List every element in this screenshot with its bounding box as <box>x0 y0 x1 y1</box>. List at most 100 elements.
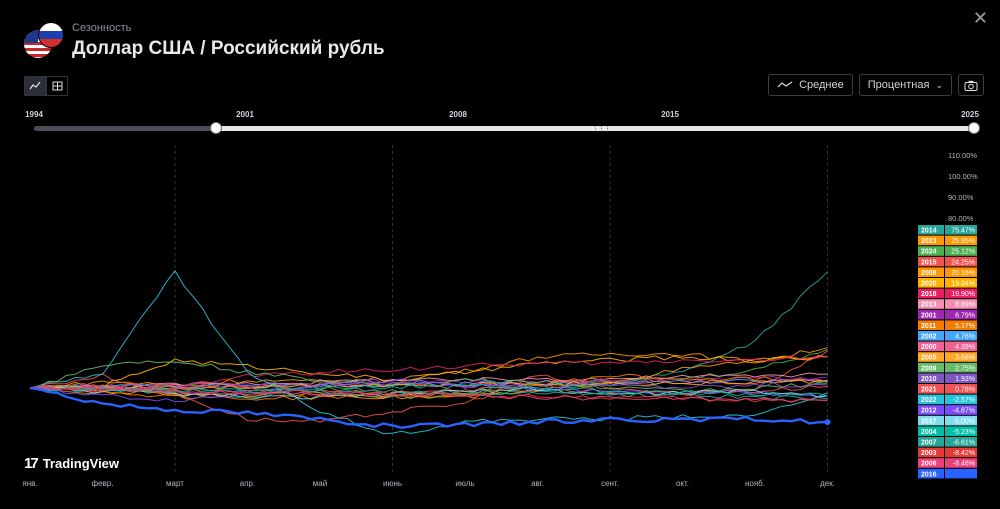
legend-swatch <box>918 331 944 341</box>
legend-year: 2021 <box>921 387 937 394</box>
range-year-labels: 1994 2001 2008 2015 2025 <box>0 110 1000 124</box>
legend-swatch <box>918 447 944 458</box>
legend-swatch <box>918 352 944 362</box>
y-tick-label: 80.00% <box>948 214 974 223</box>
y-tick-label: 110.00% <box>948 151 977 160</box>
legend-swatch <box>918 288 944 299</box>
screenshot-button[interactable] <box>958 74 984 96</box>
legend-swatch <box>918 299 944 309</box>
scale-label: Процентная <box>867 79 930 91</box>
series-end-point <box>824 419 831 426</box>
legend-swatch <box>918 309 944 320</box>
line-chart-icon[interactable] <box>24 76 46 96</box>
chart-controls: Среднее Процентная ⌄ <box>768 74 984 96</box>
year-label: 2025 <box>961 110 979 119</box>
watermark-text: TradingView <box>42 456 120 471</box>
legend-year: 2023 <box>921 238 937 245</box>
legend-value-swatch <box>945 447 977 458</box>
x-tick-label: янв. <box>22 479 37 488</box>
legend-value-swatch <box>945 437 977 447</box>
legend-value-swatch <box>945 426 977 436</box>
legend-value: 4.39% <box>955 344 975 351</box>
legend-value-swatch <box>945 235 977 246</box>
legend-value: -8.42% <box>953 450 975 457</box>
year-range-slider[interactable]: ⋮⋮⋮ <box>34 122 980 134</box>
legend-year: 2013 <box>921 302 937 309</box>
legend-value: -4.87% <box>953 408 975 415</box>
legend-year: 2014 <box>921 228 937 235</box>
legend-year: 2015 <box>921 259 937 266</box>
header: Сезонность Доллар США / Российский рубль <box>24 22 385 62</box>
legend-value: 2.75% <box>955 365 975 372</box>
x-tick-label: окт. <box>676 479 689 488</box>
tradingview-watermark: 17 TradingView <box>24 455 119 472</box>
series-line-2006 <box>29 386 828 403</box>
table-icon[interactable] <box>46 76 68 96</box>
average-label: Среднее <box>799 79 844 91</box>
legend-year: 2007 <box>921 440 937 447</box>
x-tick-label: март <box>166 479 184 488</box>
legend-value-swatch <box>945 468 977 479</box>
tradingview-logo-icon: 17 <box>24 455 39 472</box>
legend-value: -5.00% <box>953 418 975 425</box>
legend-swatch <box>918 415 944 426</box>
legend-value: 1.93% <box>955 376 975 383</box>
legend-value: -5.23% <box>953 429 975 436</box>
legend-swatch <box>918 341 944 352</box>
legend-value-swatch <box>945 246 977 256</box>
legend-swatch <box>918 468 944 479</box>
legend-swatch <box>918 405 944 415</box>
series-line-2014 <box>29 271 828 400</box>
y-tick-label: 100.00% <box>948 172 978 181</box>
legend-value-swatch <box>945 331 977 341</box>
legend-year: 2001 <box>921 312 937 319</box>
legend-value: -2.57% <box>953 397 975 404</box>
drag-grip-icon[interactable]: ⋮⋮⋮ <box>592 126 611 133</box>
legend-value-swatch <box>945 309 977 320</box>
currency-pair-flag-icon <box>24 22 64 62</box>
series-line-2011 <box>29 373 828 401</box>
legend-year: 2003 <box>921 450 937 457</box>
series-line-2021 <box>29 382 828 397</box>
legend-value-swatch <box>945 267 977 277</box>
legend-swatch <box>918 267 944 277</box>
legend-year: 2006 <box>921 461 937 468</box>
range-end-handle[interactable] <box>968 122 980 134</box>
legend-value-swatch <box>945 415 977 426</box>
series-line-2013 <box>29 372 828 391</box>
close-icon[interactable]: ✕ <box>972 8 988 28</box>
legend-value: -6.61% <box>953 440 975 447</box>
legend-value-swatch <box>945 320 977 330</box>
average-button[interactable]: Среднее <box>768 74 853 96</box>
legend-swatch <box>918 458 944 468</box>
scale-select[interactable]: Процентная ⌄ <box>858 74 952 96</box>
year-label: 2015 <box>661 110 679 119</box>
legend-value-swatch <box>945 278 977 288</box>
chevron-down-icon: ⌄ <box>935 79 943 90</box>
series-line-2020 <box>29 355 828 391</box>
legend-value: 25.12% <box>951 249 975 256</box>
legend-value: -8.46% <box>953 461 975 468</box>
series-line-2005 <box>29 379 828 391</box>
legend-year: 2009 <box>921 365 937 372</box>
legend-swatch <box>918 362 944 373</box>
legend-value: 6.79% <box>955 312 975 319</box>
legend-value: 3.68% <box>955 355 975 362</box>
series-line-2004 <box>29 383 828 397</box>
series-line-2022 <box>29 269 828 435</box>
x-tick-label: апр. <box>240 479 255 488</box>
legend-swatch <box>918 246 944 256</box>
legend-year: 2004 <box>921 429 937 436</box>
legend-year: 2024 <box>921 249 937 256</box>
slider-selected-range[interactable] <box>215 126 974 131</box>
year-label: 2008 <box>449 110 467 119</box>
legend-swatch <box>918 256 944 267</box>
legend-year: 2016 <box>921 471 937 478</box>
legend-value: 8.89% <box>955 302 975 309</box>
legend-year: 2005 <box>921 355 937 362</box>
range-start-handle[interactable] <box>210 122 222 134</box>
legend-year: 2020 <box>921 281 937 288</box>
legend-value: 4.76% <box>955 334 975 341</box>
symbol-title: Доллар США / Российский рубль <box>72 38 385 59</box>
view-toggle <box>24 76 68 96</box>
